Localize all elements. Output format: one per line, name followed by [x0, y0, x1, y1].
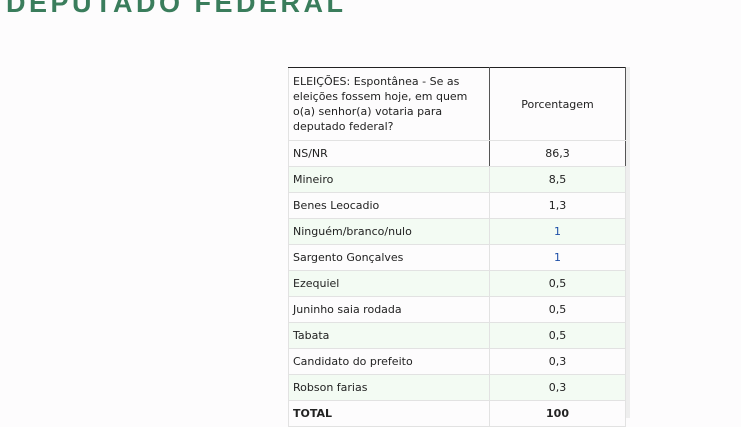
candidate-name: Tabata — [288, 322, 490, 349]
candidate-name: Robson farias — [288, 374, 490, 401]
header-question: ELEIÇÕES: Espontânea - Se as eleições fo… — [288, 67, 490, 141]
percentage-value: 0,5 — [489, 270, 626, 297]
table-row: Robson farias 0,3 — [288, 374, 626, 401]
candidate-name: Benes Leocadio — [288, 192, 490, 219]
total-value: 100 — [489, 400, 626, 427]
header-percentage: Porcentagem — [489, 67, 626, 141]
table-header-row: ELEIÇÕES: Espontânea - Se as eleições fo… — [288, 67, 626, 141]
table-row: Tabata 0,5 — [288, 322, 626, 349]
table-row: Mineiro 8,5 — [288, 166, 626, 193]
table-row: Sargento Gonçalves 1 — [288, 244, 626, 271]
scroll-edge — [626, 67, 630, 418]
percentage-value: 1,3 — [489, 192, 626, 219]
candidate-name: Ninguém/branco/nulo — [288, 218, 490, 245]
total-label: TOTAL — [288, 400, 490, 427]
percentage-value: 1 — [489, 244, 626, 271]
table-row: NS/NR 86,3 — [288, 140, 626, 167]
candidate-name: Mineiro — [288, 166, 490, 193]
percentage-value: 1 — [489, 218, 626, 245]
percentage-value: 0,5 — [489, 296, 626, 323]
candidate-name: Ezequiel — [288, 270, 490, 297]
candidate-name: Candidato do prefeito — [288, 348, 490, 375]
total-row: TOTAL 100 — [288, 400, 626, 427]
table-row: Candidato do prefeito 0,3 — [288, 348, 626, 375]
candidate-name: NS/NR — [288, 140, 490, 167]
page-title: DEPUTADO FEDERAL — [6, 0, 347, 18]
candidate-name: Sargento Gonçalves — [288, 244, 490, 271]
percentage-value: 8,5 — [489, 166, 626, 193]
percentage-value: 86,3 — [489, 140, 626, 167]
percentage-value: 0,5 — [489, 322, 626, 349]
percentage-value: 0,3 — [489, 374, 626, 401]
table-row: Ninguém/branco/nulo 1 — [288, 218, 626, 245]
table-row: Juninho saia rodada 0,5 — [288, 296, 626, 323]
results-table: ELEIÇÕES: Espontânea - Se as eleições fo… — [288, 67, 626, 427]
table-row: Ezequiel 0,5 — [288, 270, 626, 297]
table-row: Benes Leocadio 1,3 — [288, 192, 626, 219]
percentage-value: 0,3 — [489, 348, 626, 375]
candidate-name: Juninho saia rodada — [288, 296, 490, 323]
